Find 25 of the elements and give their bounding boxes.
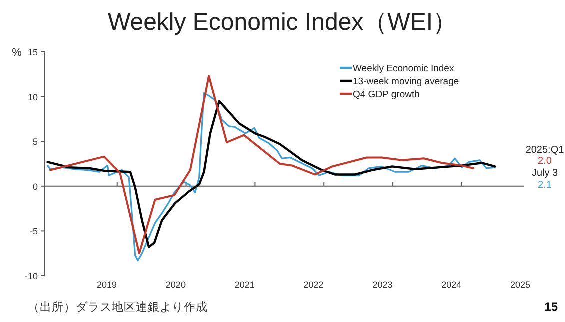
x-tick-label: 2025 (510, 280, 531, 290)
y-tick-label: 5 (32, 137, 38, 148)
x-tick-label: 2019 (97, 280, 118, 290)
text: 2025:Q1 (526, 145, 565, 156)
y-axis-title: % (12, 47, 22, 59)
x-tick-label: 2024 (442, 280, 462, 290)
x-tick-label: 2023 (372, 280, 393, 290)
x-tick-label: 2020 (166, 280, 186, 290)
text: （出所）ダラス地区連銀より作成 (28, 301, 208, 314)
y-tick-label: -5 (30, 226, 38, 237)
legend-label: Weekly Economic Index (353, 64, 454, 74)
y-tick-label: 10 (28, 92, 38, 102)
legend-label: Q4 GDP growth (353, 90, 420, 100)
text: July 3 (532, 168, 558, 179)
y-tick-label: 15 (28, 48, 38, 58)
x-tick-label: 2021 (234, 280, 255, 290)
text: 2.0 (538, 156, 552, 167)
y-tick-label: -10 (24, 272, 38, 282)
chart-title: Weekly Economic Index（WEI） (108, 9, 457, 36)
text: 15 (544, 300, 558, 314)
text: 2.1 (538, 180, 552, 191)
legend-label: 13-week moving average (353, 76, 460, 88)
x-tick-label: 2022 (304, 280, 324, 290)
line-series (50, 75, 475, 255)
y-tick-label: 0 (32, 182, 38, 192)
